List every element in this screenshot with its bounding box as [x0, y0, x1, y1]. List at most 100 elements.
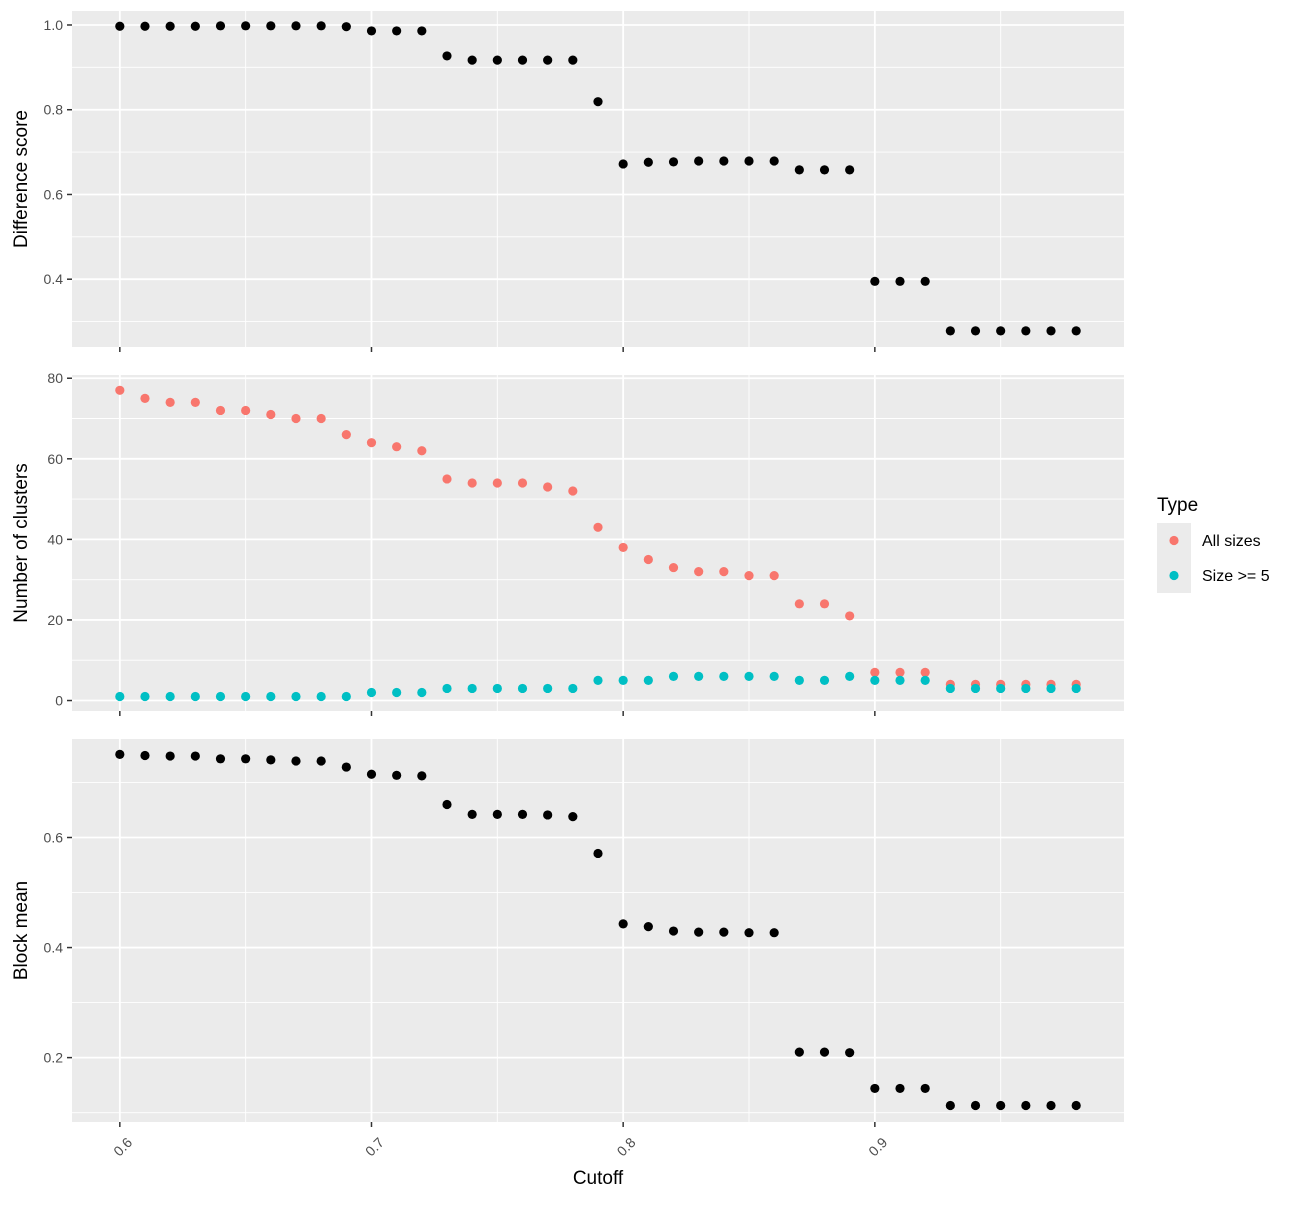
data-point-panel2-size-5 — [1046, 683, 1056, 694]
data-point-panel3 — [895, 1083, 905, 1094]
data-point-panel2-size-5 — [870, 675, 880, 685]
data-point-panel2-all-sizes — [316, 413, 326, 424]
data-point-panel1 — [1046, 326, 1056, 336]
x-tick-label: 0.9 — [865, 1134, 890, 1159]
legend-title: Type — [1157, 495, 1198, 516]
data-point-panel3 — [845, 1048, 855, 1058]
data-point-panel2-all-sizes — [392, 442, 402, 452]
data-point-panel1 — [366, 26, 377, 36]
data-point-panel2-size-5 — [291, 691, 301, 702]
data-point-panel3 — [744, 928, 754, 938]
data-point-panel3 — [769, 928, 779, 938]
data-point-panel1 — [215, 21, 226, 31]
data-point-panel3 — [341, 762, 351, 772]
data-point-panel2-size-5 — [1021, 683, 1031, 694]
data-point-panel1 — [341, 22, 351, 32]
data-point-panel2-size-5 — [165, 691, 175, 702]
data-point-panel2-all-sizes — [794, 599, 804, 609]
data-point-panel3 — [694, 927, 704, 937]
data-point-panel1 — [467, 55, 477, 65]
data-point-panel1 — [543, 55, 553, 65]
data-point-panel1 — [920, 276, 930, 286]
data-point-panel3 — [920, 1083, 930, 1094]
data-point-panel2-all-sizes — [341, 430, 351, 440]
data-point-panel2-all-sizes — [568, 486, 578, 496]
data-point-panel1 — [618, 159, 628, 169]
y-tick-label: 40 — [47, 531, 63, 547]
data-point-panel3 — [291, 756, 301, 766]
data-point-panel3 — [366, 769, 377, 779]
data-point-panel2-size-5 — [341, 691, 351, 702]
data-point-panel1 — [140, 21, 150, 31]
data-point-panel2-size-5 — [316, 691, 326, 702]
data-point-panel3 — [794, 1047, 804, 1057]
data-point-panel2-size-5 — [492, 683, 502, 694]
data-point-panel2-size-5 — [643, 675, 653, 685]
data-point-panel2-all-sizes — [266, 409, 276, 420]
data-point-panel3 — [568, 811, 578, 822]
data-point-panel2-size-5 — [769, 671, 779, 681]
y-tick-label: 0.6 — [44, 830, 64, 846]
data-point-panel1 — [668, 157, 679, 167]
data-point-panel2-size-5 — [895, 675, 905, 685]
data-point-panel2-size-5 — [543, 683, 553, 694]
data-point-panel2-all-sizes — [920, 667, 930, 677]
data-point-panel2-size-5 — [115, 691, 125, 702]
data-point-panel1 — [392, 26, 402, 36]
data-point-panel2-all-sizes — [517, 478, 528, 488]
data-point-panel2-all-sizes — [618, 542, 628, 553]
y-tick-label: 60 — [47, 451, 63, 467]
y-axis-title-2: Number of clusters — [11, 463, 32, 622]
data-point-panel3 — [140, 750, 150, 761]
data-point-panel2-all-sizes — [215, 405, 226, 416]
data-point-panel2-size-5 — [568, 683, 578, 694]
data-point-panel2-size-5 — [945, 683, 955, 694]
data-point-panel1 — [568, 55, 578, 65]
data-point-panel3 — [593, 848, 603, 859]
panel-background-1 — [72, 11, 1124, 347]
y-tick-label: 0.4 — [44, 940, 64, 956]
data-point-panel2-all-sizes — [643, 554, 653, 565]
data-point-panel1 — [190, 21, 200, 31]
data-point-panel3 — [996, 1100, 1006, 1111]
data-point-panel1 — [870, 276, 880, 286]
data-point-panel2-size-5 — [618, 675, 628, 685]
data-point-panel2-all-sizes — [366, 438, 377, 448]
data-point-panel2-all-sizes — [492, 478, 502, 488]
data-point-panel3 — [392, 770, 402, 780]
data-point-panel2-all-sizes — [719, 567, 729, 577]
legend-key-point — [1169, 535, 1179, 546]
data-point-panel3 — [643, 922, 653, 932]
data-point-panel2-size-5 — [996, 683, 1006, 694]
data-point-panel2-size-5 — [266, 691, 276, 702]
data-point-panel2-all-sizes — [870, 667, 880, 677]
y-tick-label: 0.6 — [44, 186, 64, 202]
data-point-panel2-all-sizes — [668, 562, 679, 573]
data-point-panel1 — [593, 97, 603, 107]
data-point-panel2-size-5 — [845, 671, 855, 681]
data-point-panel2-size-5 — [920, 675, 930, 685]
data-point-panel1 — [517, 55, 528, 65]
data-point-panel2-all-sizes — [442, 474, 452, 484]
data-point-panel1 — [1071, 326, 1081, 336]
data-point-panel3 — [870, 1083, 880, 1094]
data-point-panel2-all-sizes — [291, 413, 301, 424]
data-point-panel2-size-5 — [366, 687, 377, 698]
y-tick-label: 0 — [55, 693, 63, 709]
data-point-panel1 — [819, 165, 830, 175]
data-point-panel2-all-sizes — [140, 393, 150, 403]
legend-label: All sizes — [1202, 533, 1261, 550]
data-point-panel3 — [1046, 1100, 1056, 1111]
data-point-panel1 — [744, 156, 754, 166]
data-point-panel3 — [492, 809, 502, 819]
data-point-panel3 — [517, 809, 528, 819]
data-point-panel3 — [970, 1100, 981, 1111]
data-point-panel1 — [115, 21, 125, 31]
data-point-panel2-all-sizes — [845, 611, 855, 621]
data-point-panel3 — [165, 751, 175, 761]
data-point-panel1 — [165, 21, 175, 31]
data-point-panel3 — [266, 755, 276, 765]
data-point-panel2-all-sizes — [467, 478, 477, 488]
data-point-panel3 — [115, 749, 125, 760]
x-tick-label: 0.6 — [110, 1134, 135, 1159]
